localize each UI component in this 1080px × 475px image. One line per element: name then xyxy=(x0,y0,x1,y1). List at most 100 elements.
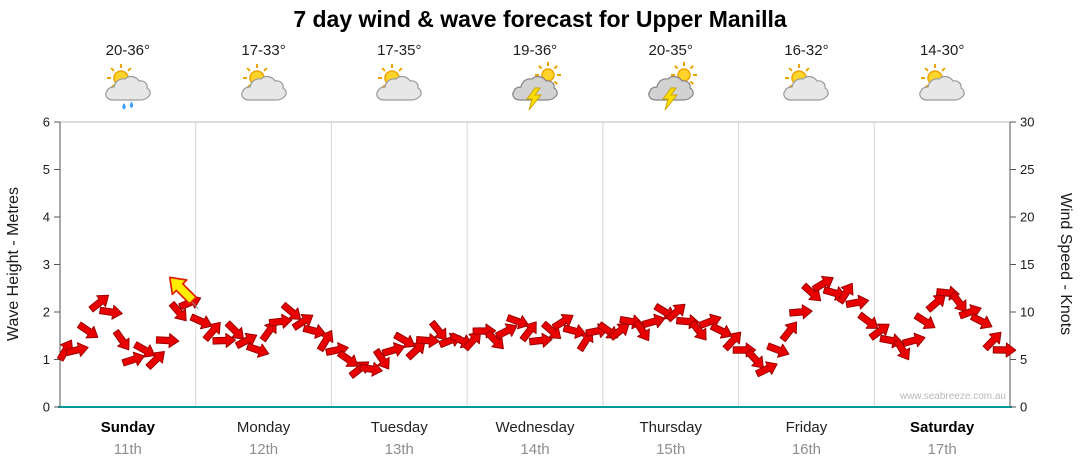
wind-arrow xyxy=(189,313,213,330)
wind-arrow xyxy=(155,333,180,349)
sun-cloud-icon xyxy=(371,62,427,114)
sun-cloud-icon xyxy=(236,62,292,114)
left-axis-tick-label: 6 xyxy=(43,115,50,130)
day-date: 13th xyxy=(384,441,414,458)
day-date: 16th xyxy=(791,441,822,458)
wind-arrow xyxy=(224,320,244,340)
wind-arrow xyxy=(494,323,518,340)
day-label: Friday xyxy=(785,419,828,436)
wind-arrow xyxy=(519,321,537,343)
wind-arrow xyxy=(641,313,666,329)
day-date: 15th xyxy=(656,441,686,458)
wind-arrow xyxy=(982,331,1002,352)
watermark: www.seabreeze.com.au xyxy=(899,391,1006,402)
wind-arrow xyxy=(811,275,834,293)
wind-arrow xyxy=(65,342,89,357)
wind-arrow xyxy=(372,348,390,370)
wind-arrow xyxy=(845,294,870,310)
wind-arrow xyxy=(551,314,574,331)
day-date: 17th xyxy=(927,441,957,458)
storm-icon xyxy=(643,62,699,114)
left-axis-tick-label: 4 xyxy=(43,210,50,225)
temperature-range: 20-36° xyxy=(105,42,151,59)
wind-arrow xyxy=(857,311,879,329)
temperature-range: 17-35° xyxy=(377,42,422,59)
cloud-icon xyxy=(919,75,965,101)
day-label: Wednesday xyxy=(495,419,575,436)
right-axis-tick-label: 15 xyxy=(1020,257,1034,272)
right-axis-tick-label: 0 xyxy=(1020,400,1027,415)
wind-arrow xyxy=(202,321,221,342)
wind-arrow xyxy=(779,321,798,343)
storm-icon xyxy=(507,62,563,114)
temperature-range: 20-35° xyxy=(648,42,693,59)
wind-arrow xyxy=(709,322,733,339)
wind-arrow xyxy=(789,304,813,320)
wind-arrow xyxy=(689,319,707,341)
lightning-icon xyxy=(526,87,543,111)
wind-arrow xyxy=(836,282,854,305)
wind-arrow xyxy=(415,333,440,349)
page-title: 7 day wind & wave forecast for Upper Man… xyxy=(293,6,787,32)
wind-arrow xyxy=(992,342,1017,358)
lightning-icon xyxy=(661,87,678,111)
wind-arrow xyxy=(112,329,130,351)
sun-cloud-icon xyxy=(914,62,970,114)
cloud-icon xyxy=(376,75,423,101)
wind-arrow xyxy=(969,313,993,330)
day-label: Tuesday xyxy=(370,419,428,436)
sun-cloud-icon xyxy=(778,62,834,114)
right-axis-tick-label: 10 xyxy=(1020,305,1034,320)
cloud-icon xyxy=(105,75,151,101)
sun-cloud-rain-icon xyxy=(100,62,156,114)
wind-arrow xyxy=(462,331,481,352)
wind-arrow xyxy=(259,321,277,343)
day-date: 12th xyxy=(248,441,279,458)
temperature-range: 16-32° xyxy=(784,42,829,59)
wind-arrow xyxy=(291,314,314,331)
wind-arrow xyxy=(56,339,74,362)
right-axis-tick-label: 5 xyxy=(1020,352,1027,367)
wind-arrow xyxy=(302,324,327,339)
wind-arrow xyxy=(506,314,530,330)
wind-arrow xyxy=(316,330,334,353)
wind-arrow xyxy=(893,338,911,361)
wind-arrow xyxy=(428,319,447,341)
right-axis-tick-label: 25 xyxy=(1020,162,1034,177)
wind-arrow xyxy=(168,301,187,322)
left-axis-tick-label: 2 xyxy=(43,305,50,320)
wind-arrow xyxy=(76,321,99,339)
wind-arrow xyxy=(280,301,302,320)
wind-arrow xyxy=(913,312,936,329)
wind-arrow xyxy=(99,304,123,320)
wind-arrow xyxy=(562,324,587,339)
right-axis-tick-label: 20 xyxy=(1020,210,1034,225)
left-axis-tick-label: 0 xyxy=(43,400,50,415)
wind-arrow xyxy=(766,342,790,358)
wind-arrow xyxy=(665,303,686,323)
day-date: 11th xyxy=(113,441,142,458)
wind-arrow xyxy=(925,294,946,313)
cloud-icon xyxy=(240,75,287,101)
cloud-icon xyxy=(783,75,830,101)
day-label: Saturday xyxy=(910,419,975,436)
wind-arrow xyxy=(133,341,156,358)
wind-arrow xyxy=(268,313,293,329)
left-axis-tick-label: 5 xyxy=(43,162,50,177)
wind-arrow xyxy=(722,331,742,352)
raindrop-icon xyxy=(122,101,133,110)
wind-arrow xyxy=(608,323,630,341)
wind-arrow xyxy=(145,351,165,370)
wind-arrow xyxy=(949,291,967,313)
wind-arrow xyxy=(359,361,383,377)
wind-arrow xyxy=(405,341,426,361)
temperature-range: 14-30° xyxy=(919,42,965,59)
temperature-range: 19-36° xyxy=(512,42,558,59)
wind-arrow xyxy=(88,294,110,313)
wind-arrow xyxy=(633,319,650,342)
right-axis-tick-label: 30 xyxy=(1020,115,1034,130)
temperature-range: 17-33° xyxy=(241,42,286,59)
wind-arrow xyxy=(755,361,778,378)
wind-arrow xyxy=(245,342,270,358)
